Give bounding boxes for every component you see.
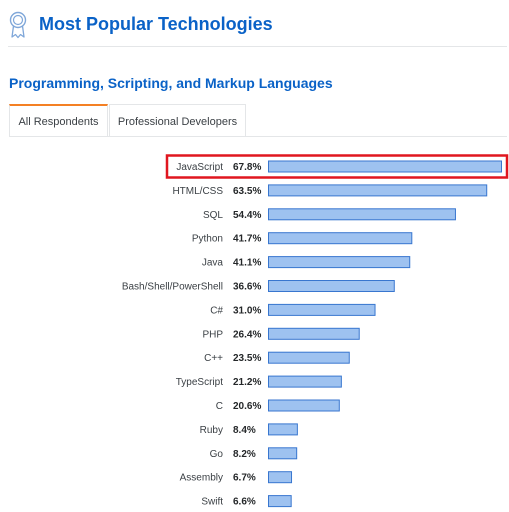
bar: [268, 280, 395, 292]
category-label: Swift: [201, 497, 223, 508]
value-label: 54.4%: [233, 210, 261, 221]
bar: [268, 160, 502, 173]
tab-professional-developers[interactable]: Professional Developers: [109, 104, 246, 136]
category-label: Ruby: [200, 425, 223, 436]
highlight-box: [165, 154, 509, 179]
bar: [268, 423, 298, 436]
bar: [268, 375, 342, 388]
category-label: JavaScript: [176, 162, 223, 173]
value-label: 41.7%: [233, 234, 261, 245]
bar: [268, 208, 456, 221]
value-label: 21.2%: [233, 377, 261, 388]
category-label: C: [216, 401, 223, 412]
value-label: 31.0%: [233, 305, 261, 316]
value-label: 8.2%: [233, 449, 256, 460]
section-title: Programming, Scripting, and Markup Langu…: [9, 75, 333, 91]
bar: [268, 495, 292, 508]
category-label: PHP: [202, 329, 223, 340]
bar: [268, 351, 350, 364]
category-label: Java: [202, 258, 224, 269]
chart-canvas: JavaScript 67.8% HTML/CSS 63.5% SQL 54.4% Pyth…: [122, 154, 509, 508]
value-label: 6.6%: [233, 497, 256, 508]
category-label: SQL: [203, 210, 223, 221]
bar: [268, 303, 376, 316]
value-label: 8.4%: [233, 425, 256, 436]
page-title: Most Popular Technologies: [39, 14, 273, 34]
value-label: 67.8%: [233, 162, 261, 173]
bar: [268, 327, 360, 340]
category-label: Assembly: [180, 473, 223, 484]
value-label: 20.6%: [233, 401, 261, 412]
tab-all-respondents[interactable]: All Respondents: [9, 104, 108, 137]
category-label: C++: [204, 353, 223, 364]
respondent-tabs: All Respondents Professional Developers: [9, 104, 508, 137]
bar: [268, 447, 298, 460]
value-label: 6.7%: [233, 473, 256, 484]
category-label: Bash/Shell/PowerShell: [122, 282, 223, 293]
value-label: 63.5%: [233, 186, 261, 197]
bar: [268, 232, 413, 245]
category-label: C#: [210, 305, 223, 316]
bar: [268, 256, 411, 269]
category-label: HTML/CSS: [172, 186, 223, 197]
bar: [268, 184, 488, 197]
bar: [268, 471, 293, 484]
header-divider: [8, 46, 507, 47]
category-label: TypeScript: [176, 377, 223, 388]
value-label: 26.4%: [233, 329, 261, 340]
value-label: 23.5%: [233, 353, 261, 364]
value-label: 36.6%: [233, 282, 261, 293]
category-label: Python: [192, 234, 223, 245]
value-label: 41.1%: [233, 258, 261, 269]
languages-bar-chart: JavaScript 67.8% HTML/CSS 63.5% SQL 54.4% Pyth…: [0, 150, 509, 512]
page-header: Most Popular Technologies: [0, 0, 509, 47]
bar: [268, 399, 340, 412]
tabs-divider: [9, 136, 507, 137]
award-ribbon-icon: [9, 11, 27, 39]
category-label: Go: [210, 449, 224, 460]
